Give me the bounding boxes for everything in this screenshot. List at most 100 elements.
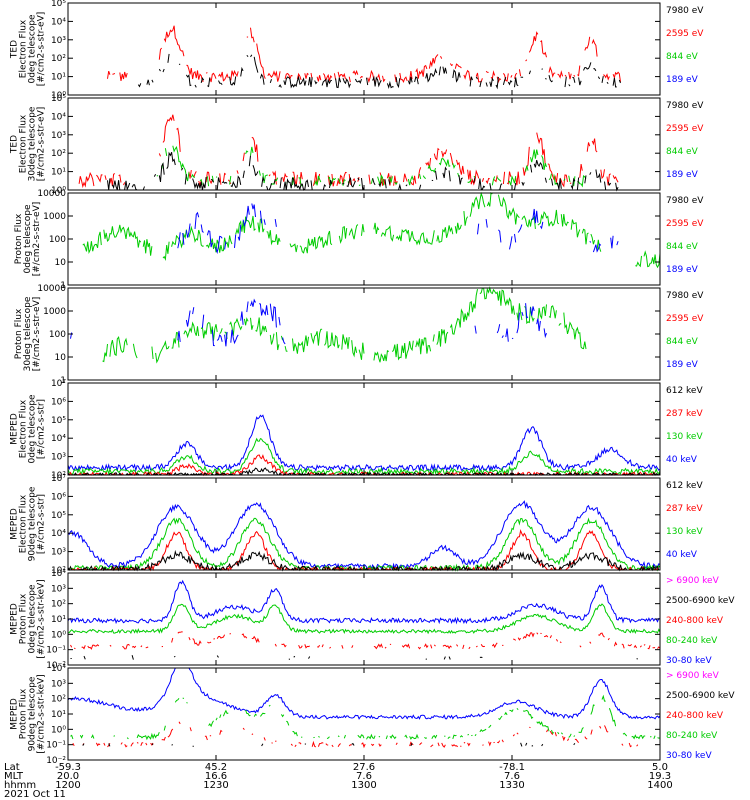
panel-7-legend-entry: > 6900 keV [666,576,720,586]
panel-6-ytick-label: 10⁶ [51,492,66,502]
panel-3-ylabel-line: [#/cm2-s-str-eV] [32,202,42,277]
panel-5: 10² 10³ 10⁴ 10⁵ 10⁶ 10⁷ MEPED Electron Flux 0deg… [10,379,704,481]
x-date-label: 2021 Oct 11 [4,789,66,800]
panel-1-ytick-label: 10³ [51,36,66,46]
panel-8-series-3 [73,722,654,747]
panel-6-ylabel-line: [#/cm2-s-str] [37,494,47,554]
panel-5-ylabel-line: Electron Flux [19,399,29,458]
panel-6-frame [67,477,661,571]
panel-8-ylabel-line: MEPED [10,698,20,730]
panel-5-ytick-label: 10⁷ [51,379,66,389]
panel-1-ylabel-line: [#/cm2-s-str-eV] [37,12,47,87]
panel-2-ylabel-line: TED [10,135,20,154]
panel-7-ylabel-line: MEPED [10,603,20,635]
panel-1-frame [67,2,661,96]
panel-8-series-2 [70,694,661,741]
panel-2-series-2 [156,145,587,188]
panel-4-ytick-label: 100 [49,330,66,340]
panel-3: 1 10 100 1000 10000 Proton Flux 0deg telescope… [14,189,704,291]
x-axis-value: -59.3 [55,762,81,773]
panel-8-ylabel-line: [#/cm2-s-str-keV] [37,674,47,753]
panel-2-ytick-label: 10¹ [51,168,66,178]
x-row-label-lat: Lat [4,762,20,773]
panel-3-ytick-label: 10000 [37,189,66,199]
panel-5-ylabel-line: MEPED [10,413,20,445]
panel-4-legend-entry: 7980 eV [666,291,704,301]
x-axis-value: 20.0 [57,771,79,782]
panel-7: 10⁻² 10⁻¹ 10⁰ 10¹ 10² 10³ 10⁴ MEPED Proton Flux 0… [10,569,736,671]
panel-2-legend-entry: 189 eV [666,170,699,180]
panel-6-ytick-label: 10⁴ [51,529,66,539]
panel-4: 1 10 100 1000 10000 Proton Flux 30deg telescop… [14,284,704,386]
x-axis-value: 1200 [55,780,80,791]
x-axis-value: -78.1 [499,762,525,773]
panel-6-legend-entry: 612 keV [666,481,703,491]
panel-3-legend-entry: 189 eV [666,265,699,275]
panel-8-ytick-label: 10³ [51,679,66,689]
panel-7-ytick-label: 10² [51,600,66,610]
panel-2-ytick-label: 10³ [51,131,66,141]
panel-8-legend-entry: > 6900 keV [666,671,720,681]
panel-1-ytick-label: 10⁵ [51,0,66,9]
panel-2-legend-entry: 7980 eV [666,101,704,111]
panel-3-ytick-label: 100 [49,235,66,245]
panel-8-ytick-label: 10¹ [51,710,66,720]
x-row-label-mlt: MLT [4,771,24,782]
panel-3-legend-entry: 2595 eV [666,219,704,229]
panel-8-ytick-label: 10⁻¹ [46,741,66,751]
x-axis-value: 16.6 [205,771,227,782]
panel-4-ytick-label: 1 [60,376,66,386]
x-axis-value: 1400 [647,780,672,791]
panel-8-series-4 [83,743,654,747]
panel-6-ylabel-line: 90deg telescope [28,486,38,561]
panel-2-series-3 [108,152,621,190]
panel-7-series-3 [70,631,661,650]
panel-7-legend-entry: 30-80 keV [666,656,712,666]
panel-5-ytick-label: 10⁶ [51,397,66,407]
panel-7-legend-entry: 240-800 keV [666,616,724,626]
x-axis-value: 7.6 [504,771,520,782]
panel-3-ylabel-line: 0deg telescope [23,204,33,274]
panel-2-ylabel-line: 30deg telescope [28,106,38,181]
panel-6-ytick-label: 10⁷ [51,474,66,484]
x-axis-value: 7.6 [356,771,372,782]
panel-6-ytick-label: 10³ [51,548,66,558]
panel-4-legend-entry: 2595 eV [666,314,704,324]
panel-3-ytick-label: 10 [55,258,67,268]
panel-3-legend-entry: 844 eV [666,242,699,252]
panel-7-ytick-label: 10³ [51,584,66,594]
panel-2-ytick-label: 10² [51,149,66,159]
panel-3-ytick-label: 1000 [43,212,66,222]
panel-7-ylabel-line: Proton Flux [19,593,29,644]
panel-4-series-2 [70,298,547,347]
panel-3-ylabel-line: Proton Flux [14,213,24,264]
panel-1-legend-entry: 189 eV [666,75,699,85]
panel-1-ylabel-line: TED [10,40,20,59]
panel-1-series-1 [107,25,621,84]
panel-4-ylabel-line: 30deg telescope [23,296,33,371]
panel-6-ytick-label: 10⁵ [51,511,66,521]
panel-8-ylabel-line: Proton Flux [19,688,29,739]
panel-8-ytick-label: 10⁻² [46,756,66,766]
panel-8-legend-entry: 30-80 keV [666,751,712,761]
panel-6-ylabel-line: MEPED [10,508,20,540]
panel-5-series-2 [67,437,661,476]
panel-7-series-2 [67,603,661,635]
panel-4-ylabel-line: [#/cm2-s-str-eV] [32,297,42,372]
panel-5-legend-entry: 40 keV [666,455,698,465]
panel-2-ytick-label: 10⁰ [51,186,66,196]
panel-8-legend-entry: 2500-6900 keV [666,691,735,701]
panel-1-ytick-label: 10² [51,54,66,64]
panel-7-legend-entry: 80-240 keV [666,636,718,646]
x-axis-value: 19.3 [649,771,671,782]
panel-7-ytick-label: 10⁻² [46,661,66,671]
x-axis-value: 1230 [203,780,228,791]
panel-8-ytick-label: 10⁴ [51,664,66,674]
panel-8-ylabel-line: 90deg telescope [28,676,38,751]
x-axis-value: 45.2 [205,762,227,773]
panel-2-ylabel-line: Electron Flux [19,114,29,173]
panel-6-ytick-label: 10² [51,566,66,576]
panel-3-frame [67,192,661,286]
panel-1: 10⁰ 10¹ 10² 10³ 10⁴ 10⁵ TED Electron Flux 0deg t… [10,0,705,101]
